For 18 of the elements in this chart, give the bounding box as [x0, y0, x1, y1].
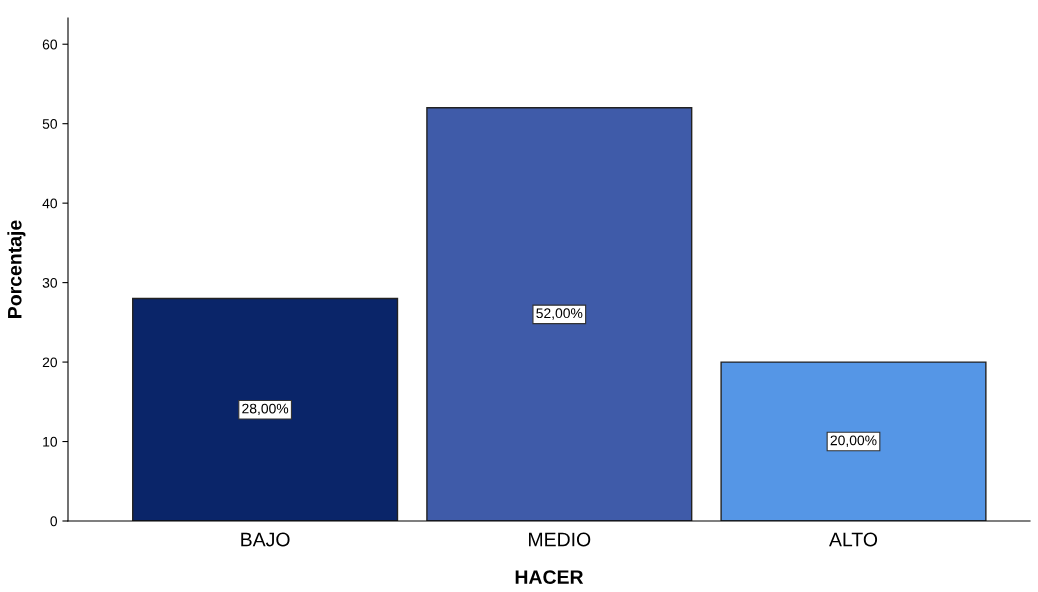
y-tick-label: 30	[42, 277, 58, 288]
data-label: 20,00%	[830, 435, 877, 447]
y-tick-label: 10	[43, 436, 58, 447]
bar	[720, 361, 987, 521]
y-axis-title: Porcentaje	[7, 220, 26, 318]
data-label: 52,00%	[536, 308, 583, 320]
data-label: 28,00%	[242, 403, 289, 416]
y-tick-label: 60	[42, 39, 58, 50]
x-tick-label: BAJO	[241, 532, 290, 547]
x-tick-label: MEDIO	[529, 532, 591, 547]
bar	[132, 297, 399, 521]
y-tick-label: 20	[42, 357, 58, 368]
x-axis-title: HACER	[515, 570, 584, 584]
bar	[426, 107, 693, 521]
y-tick-label: 0	[50, 516, 58, 527]
y-tick-label: 40	[42, 198, 58, 209]
y-tick-label: 50	[42, 119, 58, 129]
x-tick-label: ALTO	[829, 532, 878, 547]
